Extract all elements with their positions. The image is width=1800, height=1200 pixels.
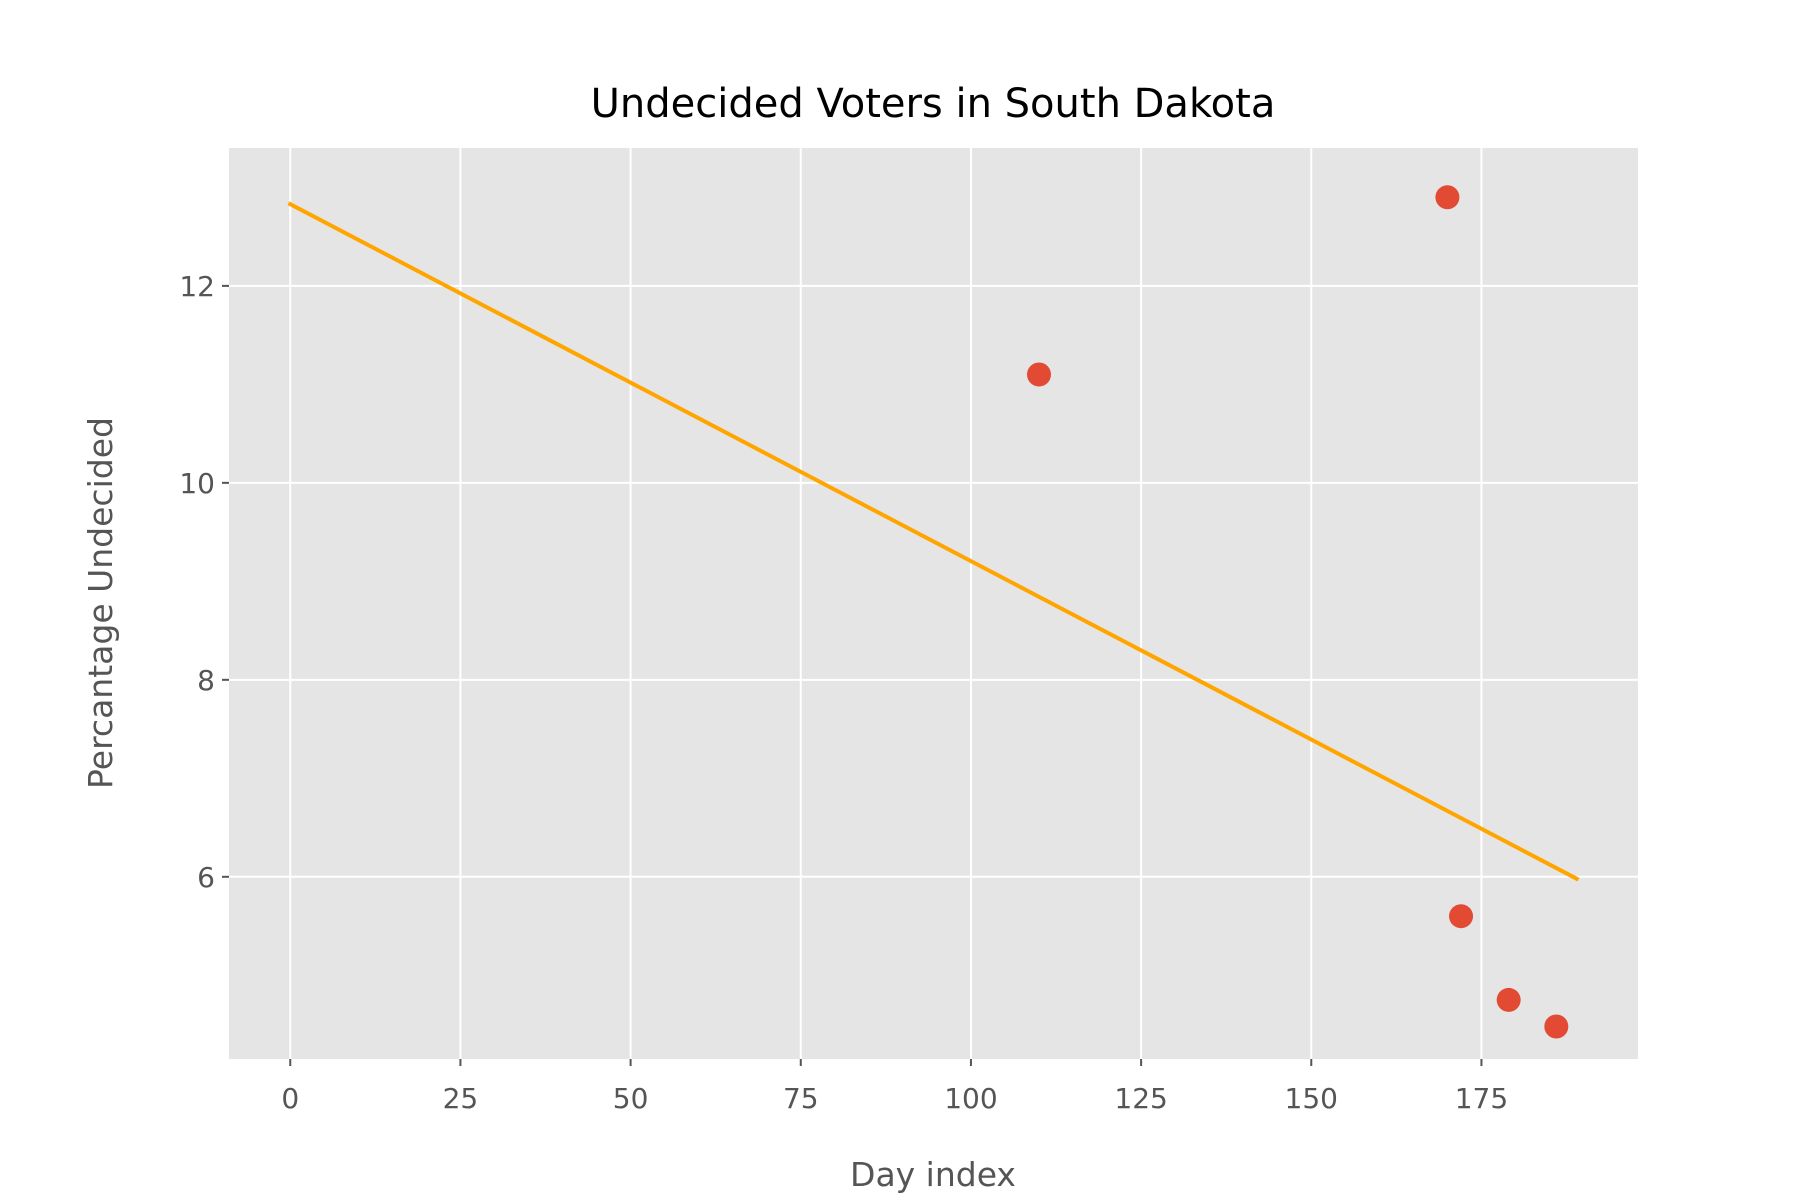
x-tick-label: 175 [1455,1082,1508,1115]
data-point [1449,904,1474,929]
plot-area [229,148,1638,1059]
y-tick-label: 8 [197,664,215,697]
x-tick-label: 25 [443,1082,479,1115]
axis-ticks: 0 25 50 75 100 125 150 175 6 8 10 12 [179,270,1508,1115]
chart-title: Undecided Voters in South Dakota [591,81,1276,127]
y-axis-label: Percantage Undecided [81,417,120,789]
x-tick-label: 50 [613,1082,649,1115]
x-axis-label: Day index [850,1155,1016,1194]
trend-line [287,201,1580,882]
data-series [287,185,1580,1039]
x-tick-label: 125 [1114,1082,1167,1115]
x-tick-label: 150 [1285,1082,1338,1115]
x-tick-label: 0 [281,1082,299,1115]
data-point [1027,362,1052,387]
y-tick-label: 10 [179,467,215,500]
data-point [1544,1014,1569,1039]
x-tick-label: 100 [944,1082,997,1115]
data-point [1435,185,1460,210]
y-tick-label: 6 [197,861,215,894]
y-tick-label: 12 [179,270,215,303]
grid-lines [229,148,1638,1059]
x-tick-label: 75 [783,1082,819,1115]
data-point [1496,987,1521,1012]
